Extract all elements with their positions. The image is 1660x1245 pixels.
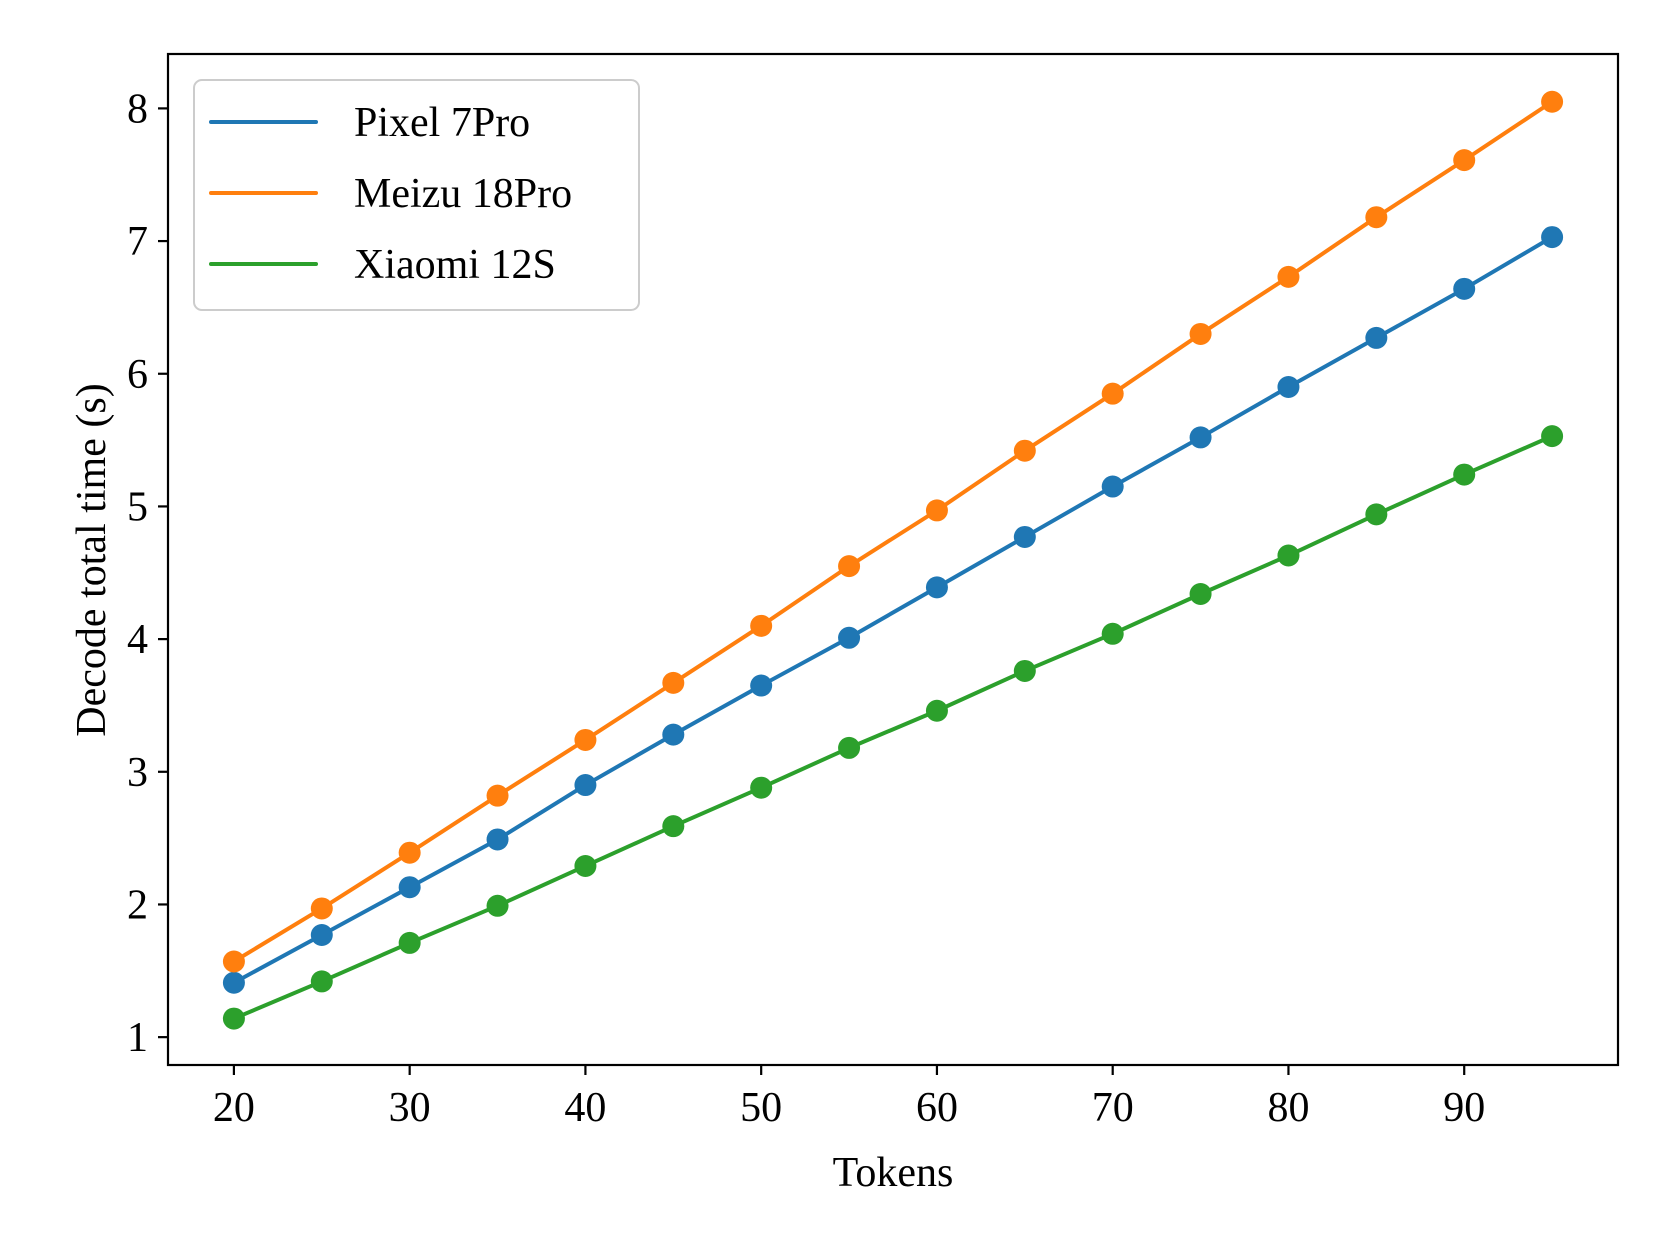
data-point: [310, 970, 333, 993]
data-point: [1365, 503, 1388, 526]
data-point: [838, 736, 861, 759]
data-point: [925, 699, 948, 722]
legend-label: Pixel 7Pro: [354, 100, 530, 146]
y-axis: 1 2 3 4 5 6 7 8: [127, 86, 168, 1061]
series-line: [231, 99, 1555, 964]
series-pixel-7pro: [222, 226, 1564, 994]
data-point: [662, 815, 685, 838]
data-point: [310, 897, 333, 920]
y-axis-label: Decode total time (s): [69, 383, 115, 736]
y-tick-label: 7: [127, 219, 148, 265]
data-point: [1189, 426, 1212, 449]
series-line: [231, 235, 1555, 985]
data-point: [222, 950, 245, 973]
data-point: [750, 614, 773, 637]
y-tick-label: 8: [127, 86, 148, 132]
data-point: [1013, 659, 1036, 682]
data-point: [1453, 463, 1476, 486]
legend-label: Xiaomi 12S: [354, 242, 556, 288]
data-point: [1277, 376, 1300, 399]
y-tick-label: 4: [127, 617, 148, 663]
data-point: [750, 776, 773, 799]
data-point: [1189, 322, 1212, 345]
data-point: [1453, 149, 1476, 172]
plot-frame: [166, 52, 1620, 1067]
data-point: [486, 784, 509, 807]
data-point: [222, 1007, 245, 1030]
legend: Pixel 7Pro Meizu 18Pro Xiaomi 12S: [193, 79, 640, 311]
legend-frame: [193, 79, 640, 311]
y-tick-label: 5: [127, 484, 148, 530]
x-tick-label: 40: [564, 1085, 606, 1131]
data-point: [1541, 226, 1564, 249]
data-point: [310, 923, 333, 946]
data-point: [1101, 475, 1124, 498]
y-tick-label: 6: [127, 352, 148, 398]
data-point: [486, 894, 509, 917]
data-point: [1541, 90, 1564, 113]
series-line: [231, 434, 1555, 1021]
data-point: [662, 723, 685, 746]
data-point: [222, 971, 245, 994]
data-point: [398, 931, 421, 954]
data-point: [838, 555, 861, 578]
x-tick-label: 70: [1092, 1085, 1134, 1131]
data-point: [1365, 326, 1388, 349]
data-point: [486, 828, 509, 851]
x-tick-label: 50: [740, 1085, 782, 1131]
x-tick-label: 90: [1443, 1085, 1485, 1131]
data-point: [838, 626, 861, 649]
data-point: [1189, 582, 1212, 605]
series-xiaomi-12s: [222, 425, 1564, 1030]
x-axis-label: Tokens: [833, 1150, 954, 1196]
data-point: [1013, 525, 1036, 548]
data-point: [750, 674, 773, 697]
data-point: [574, 728, 597, 751]
data-point: [574, 774, 597, 797]
data-point: [925, 576, 948, 599]
data-point: [1101, 382, 1124, 405]
data-point: [925, 499, 948, 522]
y-tick-label: 1: [127, 1015, 148, 1061]
data-point: [1013, 439, 1036, 462]
data-point: [398, 841, 421, 864]
data-point: [574, 854, 597, 877]
y-tick-label: 3: [127, 750, 148, 796]
y-tick-label: 2: [127, 882, 148, 928]
series-meizu-18pro: [222, 90, 1564, 973]
data-point: [1541, 425, 1564, 448]
x-tick-label: 20: [213, 1085, 255, 1131]
data-point: [1277, 544, 1300, 567]
data-point: [398, 876, 421, 899]
x-tick-label: 60: [916, 1085, 958, 1131]
x-tick-label: 80: [1267, 1085, 1309, 1131]
legend-label: Meizu 18Pro: [354, 171, 572, 217]
series-layer: [222, 90, 1564, 1030]
data-point: [1365, 206, 1388, 229]
data-point: [1277, 265, 1300, 288]
x-tick-label: 30: [389, 1085, 431, 1131]
data-point: [1101, 622, 1124, 645]
data-point: [662, 671, 685, 694]
x-axis: 20 30 40 50 60 70 80 90: [213, 1065, 1485, 1131]
data-point: [1453, 277, 1476, 300]
